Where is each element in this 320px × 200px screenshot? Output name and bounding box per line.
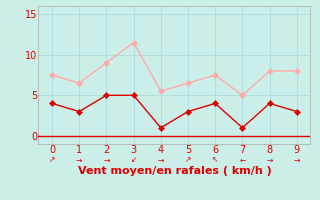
- Text: ↗: ↗: [185, 155, 191, 164]
- Text: →: →: [103, 155, 109, 164]
- Text: →: →: [267, 155, 273, 164]
- Text: ↗: ↗: [49, 155, 55, 164]
- Text: →: →: [294, 155, 300, 164]
- X-axis label: Vent moyen/en rafales ( km/h ): Vent moyen/en rafales ( km/h ): [77, 166, 271, 176]
- Text: →: →: [76, 155, 82, 164]
- Text: ↙: ↙: [131, 155, 137, 164]
- Text: ←: ←: [239, 155, 245, 164]
- Text: ↖: ↖: [212, 155, 218, 164]
- Text: →: →: [158, 155, 164, 164]
